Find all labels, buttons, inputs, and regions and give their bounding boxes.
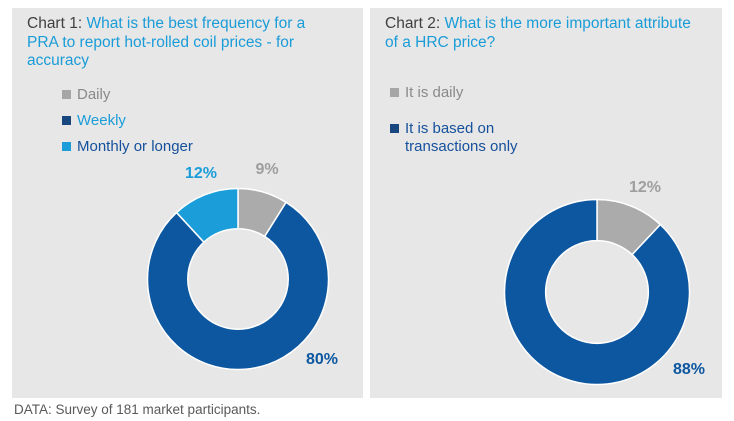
donut-slice-it-is-based-on-transactions-only (503, 198, 691, 386)
legend-item-it-is-daily: It is daily (390, 84, 535, 102)
legend-item-transactions-only: It is based on transactions only (390, 120, 535, 156)
chart1-title-question: What is the best frequency for a PRA to … (27, 15, 306, 69)
chart1-label-monthly-12pct: 12% (184, 165, 218, 182)
donut-svg (503, 198, 691, 386)
chart1-panel: Chart 1: What is the best frequency for … (12, 8, 363, 398)
legend-label-weekly: Weekly (77, 112, 126, 129)
donut-svg (146, 187, 330, 371)
chart1-legend: Daily Weekly Monthly or longer (62, 86, 193, 164)
chart2-panel: Chart 2: What is the more important attr… (370, 8, 722, 398)
transactions-swatch-icon (390, 124, 399, 133)
legend-item-monthly-or-longer: Monthly or longer (62, 138, 193, 155)
weekly-swatch-icon (62, 116, 71, 125)
chart2-title: Chart 2: What is the more important attr… (385, 15, 692, 52)
legend-label-monthly-or-longer: Monthly or longer (77, 138, 193, 155)
chart2-label-transactions-88pct: 88% (672, 361, 706, 378)
legend-item-daily: Daily (62, 86, 193, 103)
legend-label-daily: Daily (77, 86, 111, 103)
data-source-note: DATA: Survey of 181 market participants. (14, 402, 261, 417)
chart1-title: Chart 1: What is the best frequency for … (27, 15, 334, 71)
chart2-label-daily-12pct: 12% (628, 179, 662, 196)
monthly-swatch-icon (62, 142, 71, 151)
daily-swatch-icon (62, 90, 71, 99)
it-is-daily-swatch-icon (390, 88, 399, 97)
chart1-label-daily-9pct: 9% (255, 161, 279, 178)
chart1-label-weekly-80pct: 80% (305, 351, 339, 368)
chart2-title-prefix: Chart 2: (385, 15, 441, 32)
chart1-title-prefix: Chart 1: (27, 15, 83, 32)
donut-slice-weekly (146, 201, 330, 371)
chart2-legend: It is daily It is based on transactions … (390, 84, 535, 174)
legend-label-transactions-only: It is based on transactions only (405, 120, 518, 155)
chart1-donut (146, 187, 330, 371)
chart2-donut (503, 198, 691, 386)
chart2-title-question: What is the more important attribute of … (385, 15, 691, 51)
legend-label-it-is-daily: It is daily (405, 84, 464, 101)
legend-item-weekly: Weekly (62, 112, 193, 129)
donut-slice-monthly-or-longer (175, 187, 239, 244)
